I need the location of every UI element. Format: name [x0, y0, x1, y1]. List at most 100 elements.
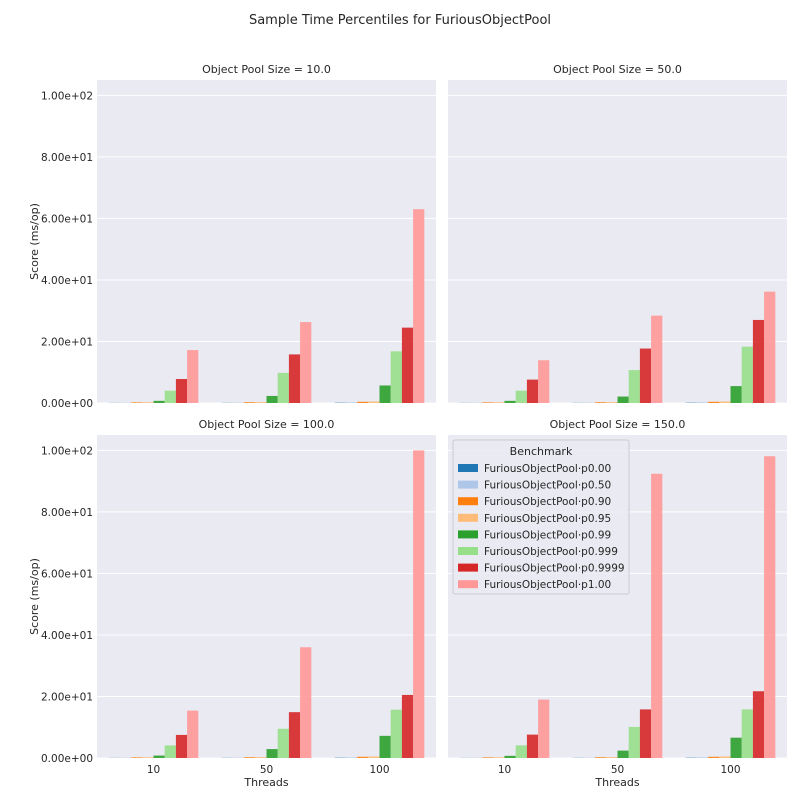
legend-title: Benchmark [510, 445, 573, 458]
bar-s2-c0 [131, 757, 143, 758]
bar-s5-c2 [741, 709, 753, 758]
bar-s2-c2 [357, 401, 369, 403]
bar-s7-c0 [187, 350, 199, 403]
bar-s7-c2 [413, 209, 425, 403]
y-tick-label: 4.00e+01 [41, 630, 93, 642]
bar-s3-c2 [719, 756, 731, 758]
bar-s4-c0 [504, 755, 516, 758]
y-tick-label: 8.00e+01 [41, 152, 93, 164]
x-tick-label: 50 [611, 764, 624, 776]
legend-item: FuriousObjectPool·p0.50 [458, 480, 611, 492]
bar-s6-c0 [526, 379, 539, 403]
y-tick-label: 0.00e+00 [41, 398, 93, 410]
bar-s5-c1 [628, 726, 640, 758]
bar-s7-c2 [764, 456, 776, 758]
bar-s6-c1 [639, 709, 652, 758]
bar-s5-c1 [277, 728, 289, 758]
bar-s5-c1 [628, 370, 640, 403]
bar-s2-c0 [482, 402, 494, 403]
bar-s4-c2 [730, 386, 742, 403]
legend-label: FuriousObjectPool·p0.999 [484, 546, 618, 558]
bar-s2-c1 [595, 402, 607, 403]
bar-s3-c1 [606, 402, 618, 403]
legend-label: FuriousObjectPool·p0.9999 [484, 563, 625, 575]
bar-s4-c1 [266, 395, 278, 403]
legend-label: FuriousObjectPool·p1.00 [484, 579, 611, 591]
legend-label: FuriousObjectPool·p0.99 [484, 529, 611, 541]
legend-swatch [458, 497, 478, 506]
legend-label: FuriousObjectPool·p0.50 [484, 480, 611, 492]
bar-s4-c1 [617, 750, 629, 758]
bar-s6-c2 [401, 327, 414, 403]
panel-3: Object Pool Size = 100.0 0.00e+00 2.00e+01… [28, 418, 436, 789]
panel-background [97, 80, 436, 403]
panel-title: Object Pool Size = 100.0 [199, 418, 335, 431]
bar-s3-c1 [606, 757, 618, 758]
bar-s2-c2 [708, 756, 720, 758]
bar-s7-c2 [764, 291, 776, 403]
bar-s7-c0 [187, 710, 199, 758]
y-axis-label: Score (ms/op) [28, 558, 41, 635]
panels-group: Object Pool Size = 10.0 0.00e+00 2.00e+01 4… [28, 63, 787, 789]
y-tick-label: 6.00e+01 [41, 568, 93, 580]
panel-2: Object Pool Size = 50.0 [448, 63, 787, 404]
bar-s3-c1 [255, 402, 267, 403]
bar-s5-c1 [277, 372, 289, 403]
bar-s2-c2 [357, 756, 369, 758]
bar-s4-c1 [617, 396, 629, 403]
legend-swatch [458, 547, 478, 555]
bar-s2-c1 [244, 757, 256, 758]
y-tick-label: 4.00e+01 [41, 275, 93, 287]
legend-item: FuriousObjectPool·p0.00 [458, 463, 611, 475]
bar-s2-c0 [482, 757, 494, 758]
bar-s6-c2 [401, 694, 414, 758]
panel-background [97, 435, 436, 758]
bar-s6-c1 [288, 712, 301, 758]
x-axis-label: Threads [243, 776, 288, 789]
bar-s7-c0 [538, 699, 550, 758]
bar-s5-c0 [164, 745, 176, 758]
bar-s2-c1 [595, 757, 607, 758]
bar-s3-c2 [368, 756, 380, 758]
panel-1: Object Pool Size = 10.0 0.00e+00 2.00e+01 4… [28, 63, 436, 410]
legend-item: FuriousObjectPool·p0.90 [458, 496, 611, 508]
bar-s3-c0 [142, 757, 154, 758]
y-tick-label: 1.00e+02 [41, 445, 93, 457]
x-tick-label: 10 [498, 764, 511, 776]
bar-s3-c2 [719, 401, 731, 403]
bar-s6-c0 [175, 734, 188, 758]
bar-s2-c0 [131, 402, 143, 403]
legend-item: FuriousObjectPool·p0.95 [458, 513, 611, 525]
bar-s3-c0 [493, 402, 505, 403]
bar-s3-c2 [368, 401, 380, 403]
bar-s1-c2 [345, 402, 358, 403]
bar-s4-c2 [379, 735, 391, 758]
bar-s1-c2 [696, 757, 709, 758]
legend-swatch [458, 464, 478, 472]
legend-item: FuriousObjectPool·p1.00 [458, 579, 611, 591]
bar-s6-c0 [175, 379, 188, 403]
bar-s1-c2 [696, 402, 709, 403]
x-tick-label: 100 [720, 764, 740, 776]
bar-s7-c1 [651, 315, 663, 403]
chart-title: Sample Time Percentiles for FuriousObjec… [249, 13, 551, 28]
bar-s5-c0 [515, 745, 527, 758]
bar-s7-c0 [538, 360, 550, 403]
bar-s6-c1 [288, 354, 301, 403]
y-tick-label: 6.00e+01 [41, 213, 93, 225]
bar-s7-c1 [300, 322, 312, 403]
panel-title: Object Pool Size = 50.0 [553, 63, 682, 76]
bar-s6-c2 [752, 691, 765, 758]
x-tick-label: 50 [260, 764, 273, 776]
x-axis-label: Threads [594, 776, 639, 789]
bar-s7-c1 [300, 647, 312, 758]
bar-s4-c2 [730, 737, 742, 758]
bar-s4-c0 [504, 400, 516, 403]
bar-s5-c2 [741, 346, 753, 403]
legend-swatch [458, 513, 478, 522]
panel-background [448, 80, 787, 403]
bar-s5-c0 [515, 390, 527, 403]
y-tick-label: 8.00e+01 [41, 507, 93, 519]
bar-s3-c0 [142, 402, 154, 403]
